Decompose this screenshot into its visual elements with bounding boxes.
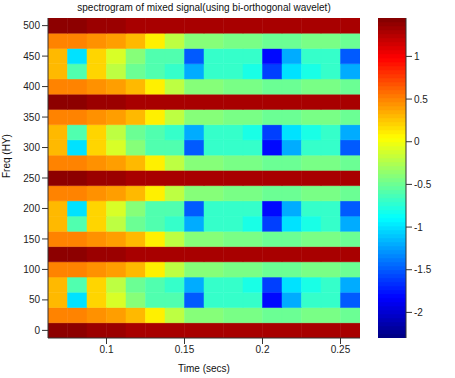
svg-text:0.25: 0.25 bbox=[331, 344, 351, 355]
svg-text:-1.5: -1.5 bbox=[414, 264, 432, 275]
svg-text:-2: -2 bbox=[414, 307, 423, 318]
svg-text:150: 150 bbox=[23, 234, 40, 245]
svg-text:250: 250 bbox=[23, 173, 40, 184]
svg-text:200: 200 bbox=[23, 203, 40, 214]
svg-text:0: 0 bbox=[414, 136, 420, 147]
svg-text:0.2: 0.2 bbox=[256, 344, 270, 355]
svg-text:400: 400 bbox=[23, 81, 40, 92]
svg-text:500: 500 bbox=[23, 20, 40, 31]
svg-text:350: 350 bbox=[23, 112, 40, 123]
svg-text:100: 100 bbox=[23, 264, 40, 275]
svg-text:1: 1 bbox=[414, 51, 420, 62]
svg-text:Freq (HY): Freq (HY) bbox=[1, 134, 12, 178]
svg-text:-1: -1 bbox=[414, 222, 423, 233]
svg-text:450: 450 bbox=[23, 51, 40, 62]
svg-text:0.15: 0.15 bbox=[175, 344, 195, 355]
svg-text:-0.5: -0.5 bbox=[414, 179, 432, 190]
svg-text:300: 300 bbox=[23, 142, 40, 153]
svg-text:Time (secs): Time (secs) bbox=[178, 363, 230, 374]
svg-text:0.5: 0.5 bbox=[414, 94, 428, 105]
svg-text:0.1: 0.1 bbox=[100, 344, 114, 355]
svg-text:0: 0 bbox=[34, 325, 40, 336]
svg-text:50: 50 bbox=[29, 294, 41, 305]
html-text:spectrogram of mixed signal(us: spectrogram of mixed signal(using bi-ort… bbox=[77, 2, 331, 13]
